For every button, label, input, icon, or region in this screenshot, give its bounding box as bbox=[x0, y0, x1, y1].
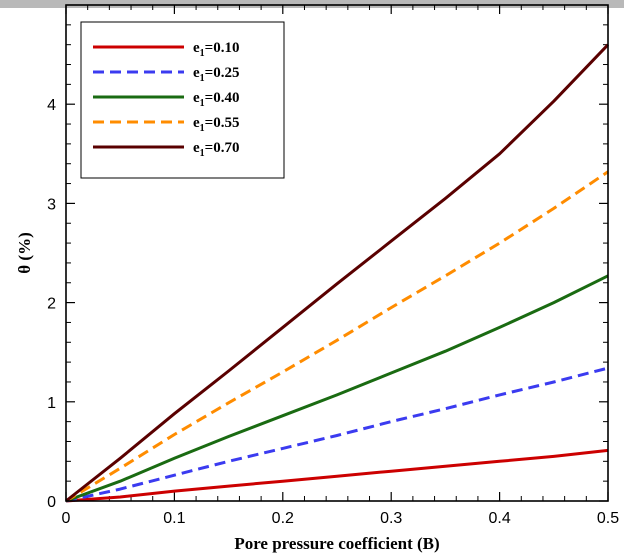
x-axis-label: Pore pressure coefficient (B) bbox=[234, 534, 439, 553]
x-tick-label: 0 bbox=[62, 510, 71, 527]
legend-box bbox=[80, 21, 285, 179]
series-line-1 bbox=[65, 448, 609, 503]
legend-label-3: e1=0.40 bbox=[193, 90, 239, 109]
series-line-4 bbox=[65, 170, 609, 503]
y-tick-label: 2 bbox=[47, 296, 56, 313]
y-tick-label: 0 bbox=[47, 494, 56, 511]
y-axis-label: θ (%) bbox=[15, 232, 34, 273]
legend-label-5: e1=0.70 bbox=[193, 140, 239, 159]
plot-frame bbox=[65, 4, 609, 502]
y-tick-label: 4 bbox=[47, 97, 56, 114]
x-tick-label: 0.3 bbox=[380, 510, 402, 527]
x-tick-label: 0.2 bbox=[272, 510, 294, 527]
legend: e1=0.10 e1=0.25 e1=0.40 e1=0.55 e1=0.70 bbox=[80, 21, 285, 179]
tick-labels: 0 0.1 0.2 0.3 0.4 0.5 0 1 2 3 4 bbox=[47, 97, 619, 527]
series-line-5 bbox=[65, 43, 610, 503]
series-lines bbox=[65, 43, 610, 503]
x-tick-label: 0.1 bbox=[163, 510, 185, 527]
y-tick-label: 3 bbox=[47, 196, 56, 213]
x-tick-label: 0.4 bbox=[488, 510, 510, 527]
top-window-strip bbox=[0, 0, 624, 8]
legend-label-2: e1=0.25 bbox=[193, 65, 239, 84]
x-tick-label: 0.5 bbox=[597, 510, 619, 527]
series-line-3 bbox=[65, 274, 609, 503]
y-tick-label: 1 bbox=[47, 395, 56, 412]
series-line-2 bbox=[65, 366, 609, 503]
legend-label-1: e1=0.10 bbox=[193, 40, 239, 59]
legend-label-4: e1=0.55 bbox=[193, 115, 239, 134]
